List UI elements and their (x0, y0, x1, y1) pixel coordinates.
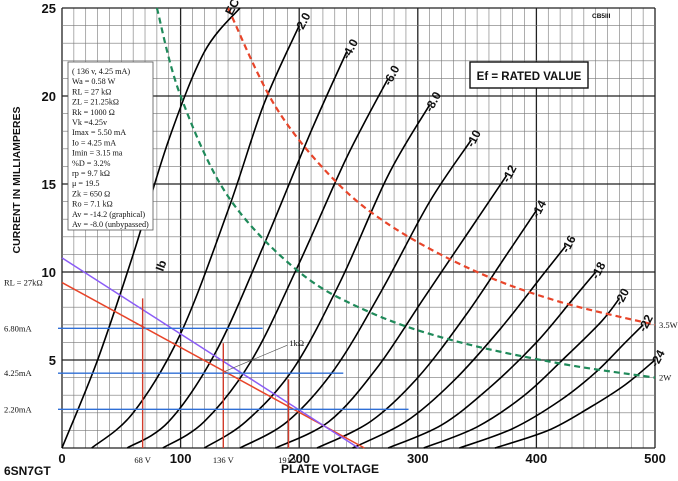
load-line (61, 257, 359, 449)
parameter-item: Imax = 5.50 mA (72, 128, 126, 137)
rl-label: RL = 27kΩ (4, 278, 43, 288)
parameter-item: Zk = 650 Ω (72, 189, 110, 198)
plate-curve-8 (203, 104, 431, 449)
dissipation-curve-2w (155, 7, 656, 379)
x-axis-title: PLATE VOLTAGE (281, 462, 379, 476)
plate-curve-10 (239, 139, 472, 449)
plate-curve-4 (126, 51, 348, 449)
parameter-item: Io = 4.25 mA (72, 138, 116, 147)
plate-curve-6 (162, 78, 389, 449)
dissipation-label: 2W (659, 373, 671, 383)
operating-current-label: 2.20mA (4, 404, 32, 414)
operating-voltage-label: 191 V (278, 455, 300, 465)
curve-label: EC = 0 VOLTS (222, 0, 272, 17)
parameter-item: Av = -14.2 (graphical) (72, 210, 145, 219)
y-axis-title: CURRENT IN MILLIAMPERES (11, 107, 23, 254)
parameter-item: ( 136 v, 4.25 mA) (72, 67, 130, 76)
curve-label: -4.0 (339, 36, 361, 61)
parameter-item: RL = 27 kΩ (72, 87, 111, 96)
plate-curve-16 (352, 245, 567, 449)
x-tick-label: 200 (288, 451, 310, 466)
r1k-leader (225, 344, 288, 372)
plate-curve-12 (275, 174, 508, 449)
parameter-item: Vk =4.25v (72, 118, 108, 127)
curve-label: -2.0 (291, 10, 313, 35)
y-tick-label: 20 (42, 89, 56, 104)
parameter-item: ZL = 21.25kΩ (72, 98, 119, 107)
operating-voltage-label: 136 V (213, 455, 235, 465)
y-tick-label: 10 (42, 265, 56, 280)
parameter-item: %D = 3.2% (72, 159, 111, 168)
plate-curve-20 (423, 297, 621, 449)
x-tick-label: 400 (526, 451, 548, 466)
dissipation-label: 3.5W (659, 320, 678, 330)
x-tick-label: 500 (644, 451, 666, 466)
y-tick-label: 25 (42, 1, 56, 16)
parameter-item: Wa = 0.58 W (72, 77, 116, 86)
curve-layer (61, 7, 656, 449)
tube-label: 6SN7GT (4, 464, 51, 478)
x-tick-label: 0 (58, 451, 65, 466)
curve-label: -22 (635, 312, 656, 334)
curve-label: -8.0 (422, 89, 444, 114)
x-tick-label: 100 (170, 451, 192, 466)
code-label: CB5III (592, 13, 611, 20)
curve-label: -6.0 (380, 63, 402, 88)
plate-curve-2 (91, 25, 300, 449)
parameter-item: rp = 9.7 kΩ (72, 169, 110, 178)
parameter-item: Av = -8.0 (unbypassed) (72, 220, 149, 229)
operating-current-label: 6.80mA (4, 323, 32, 333)
parameter-box (67, 61, 154, 231)
parameter-item: μ = 19.5 (72, 179, 99, 188)
plate-curve-14 (316, 209, 538, 449)
heater-note-box (469, 61, 589, 89)
heater-note: Ef = RATED VALUE (477, 71, 582, 83)
y-tick-label: 5 (49, 353, 56, 368)
r1k-label: 1kΩ (289, 338, 304, 348)
curve-label: -24 (647, 347, 668, 369)
plate-curve-18 (387, 271, 597, 449)
load-line (61, 281, 365, 449)
plate-curve-22 (459, 324, 644, 449)
y-tick-label: 15 (42, 177, 56, 192)
ib-label: Ib (153, 258, 170, 273)
operating-current-label: 4.25mA (4, 368, 32, 378)
x-tick-label: 300 (407, 451, 429, 466)
parameter-item: Ro = 7.1 kΩ (72, 200, 113, 209)
overlay-layer (58, 257, 409, 449)
operating-voltage-label: 68 V (134, 455, 151, 465)
parameter-item: Imin = 3.15 ma (72, 149, 123, 158)
dissipation-curve-3.5w (227, 7, 656, 326)
plate-curve-24 (494, 359, 656, 449)
parameter-list: ( 136 v, 4.25 mA)Wa = 0.58 WRL = 27 kΩ ZL… (72, 67, 149, 229)
parameter-item: Rk = 1000 Ω (72, 108, 115, 117)
